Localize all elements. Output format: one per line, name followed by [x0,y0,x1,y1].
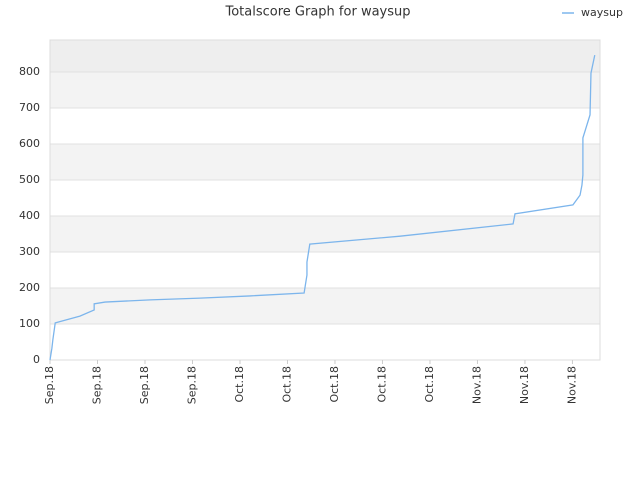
y-tick-label: 200 [19,281,40,294]
y-tick-label: 400 [19,209,40,222]
x-tick-label: Sep.18 [185,366,198,404]
y-tick-label: 0 [33,353,40,366]
x-tick-label: Oct.18 [423,366,436,403]
y-tick-label: 500 [19,173,40,186]
band [50,216,600,253]
x-tick-label: Nov.18 [470,366,483,404]
band [50,324,600,360]
x-tick-label: Sep.18 [90,366,103,404]
y-tick-label: 800 [19,65,40,78]
y-tick-label: 600 [19,137,40,150]
x-tick-label: Nov.18 [518,366,531,404]
y-tick-label: 100 [19,317,40,330]
y-tick-label: 700 [19,101,40,114]
y-tick-label: 300 [19,245,40,258]
legend-label: waysup [581,6,623,19]
x-tick-label: Sep.18 [138,366,151,404]
chart-title: Totalscore Graph for waysup [225,5,411,20]
band [50,252,600,289]
band [50,108,600,145]
x-tick-label: Nov.18 [565,366,578,404]
x-tick-label: Sep.18 [43,366,56,404]
band [50,144,600,181]
x-tick-label: Oct.18 [328,366,341,403]
plot-border [49,39,601,361]
x-tick-label: Oct.18 [375,366,388,403]
series-line [49,54,596,361]
band [50,288,600,325]
band [50,72,600,109]
x-tick-label: Oct.18 [233,366,246,403]
band [50,180,600,217]
x-tick-label: Oct.18 [280,366,293,403]
